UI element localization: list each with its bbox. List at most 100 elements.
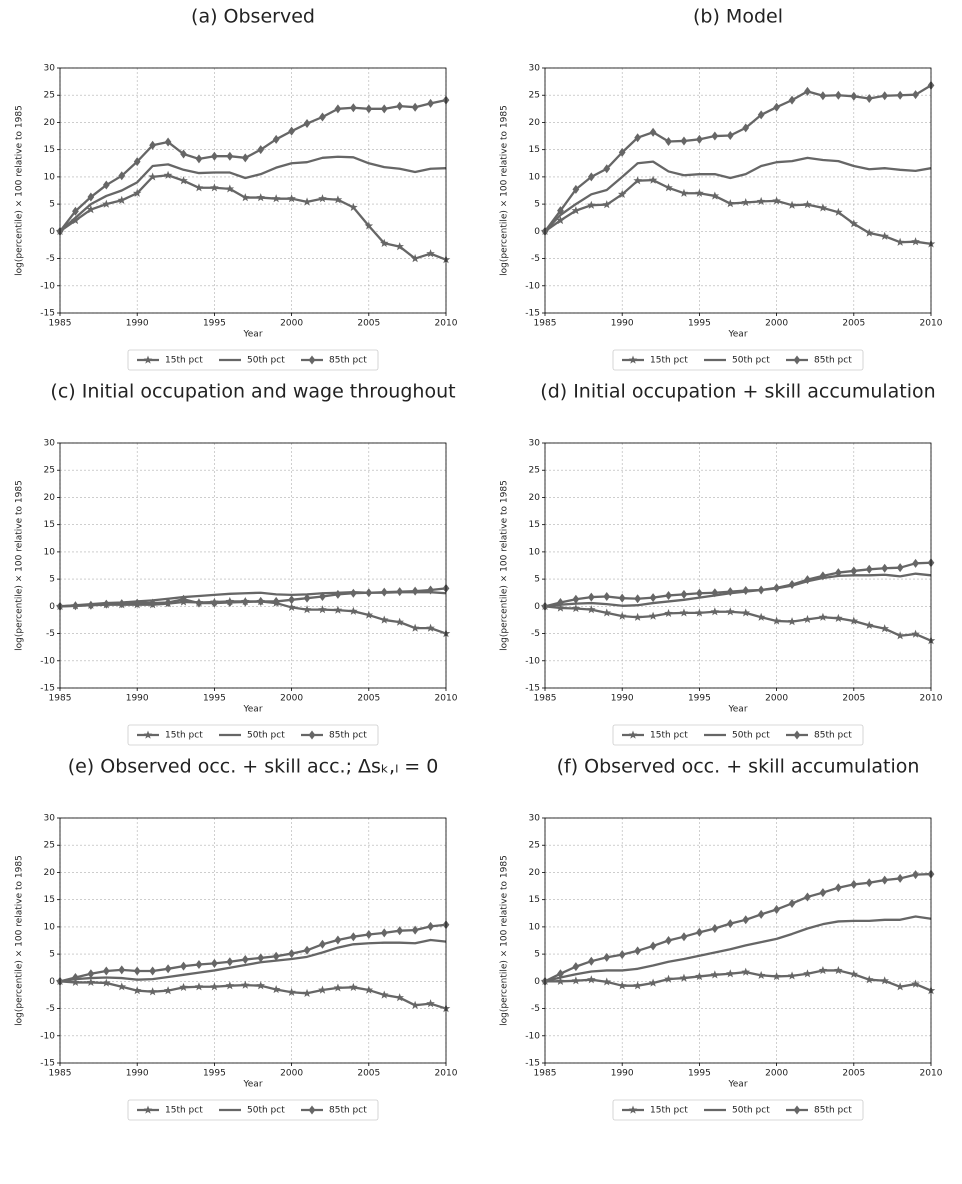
star-marker [379, 990, 389, 999]
star-marker [241, 980, 250, 989]
series-line [544, 572, 932, 608]
diamond-marker [557, 969, 564, 979]
diamond-marker [319, 112, 326, 122]
y-tick-label: 25 [44, 841, 55, 851]
y-tick-label: -10 [40, 1031, 55, 1041]
star-marker [287, 194, 296, 203]
star-marker [834, 613, 843, 622]
y-tick-label: 25 [529, 91, 540, 101]
star-marker [741, 197, 750, 207]
diamond-marker [742, 915, 750, 925]
star-marker [143, 1105, 153, 1114]
star-marker [148, 172, 157, 181]
x-tick-label: 2000 [765, 1069, 788, 1079]
star-marker [302, 605, 312, 614]
y-tick-label: 0 [49, 227, 55, 237]
star-marker [911, 629, 920, 638]
x-axis-label: Year [242, 1080, 262, 1090]
y-tick-label: 25 [44, 466, 55, 476]
diamond-marker [912, 90, 919, 100]
y-tick-label: 15 [44, 895, 55, 905]
star-marker [772, 616, 781, 625]
x-tick-label: 1985 [49, 694, 72, 704]
diamond-marker [272, 596, 280, 606]
star-marker [895, 982, 905, 991]
diamond-marker [349, 588, 357, 598]
x-axis-label: Year [727, 1080, 747, 1090]
star-marker [225, 981, 235, 990]
y-tick-label: -15 [40, 1059, 55, 1069]
series-line [544, 561, 932, 608]
y-tick-label: 30 [44, 814, 56, 824]
diamond-marker [665, 936, 672, 945]
star-marker [271, 985, 281, 994]
x-axis-label: Year [727, 330, 747, 340]
star-marker [210, 183, 219, 192]
y-tick-label: 15 [529, 895, 540, 905]
diamond-marker [711, 924, 719, 934]
star-marker [426, 249, 435, 258]
star-marker [726, 199, 735, 208]
y-tick-label: -5 [46, 254, 55, 264]
diamond-marker [257, 145, 265, 155]
y-tick-label: 30 [44, 439, 56, 449]
star-marker [849, 616, 859, 625]
diamond-marker [272, 134, 280, 144]
panel-title: (a) Observed [191, 6, 315, 28]
diamond-marker [211, 958, 218, 968]
star-marker [880, 231, 889, 240]
star-marker [102, 199, 111, 208]
star-marker [132, 188, 142, 197]
y-tick-label: 10 [44, 547, 56, 557]
diamond-marker [804, 892, 811, 902]
plot-frame [59, 442, 447, 689]
diamond-marker [819, 571, 827, 581]
star-marker [617, 611, 627, 620]
star-marker [849, 969, 859, 978]
diamond-marker [380, 104, 388, 114]
diamond-marker [557, 598, 564, 608]
star-marker [587, 200, 596, 209]
y-tick-label: -5 [531, 629, 540, 639]
star-marker [410, 1000, 420, 1009]
diamond-marker [195, 154, 203, 164]
star-marker [179, 176, 188, 185]
y-tick-label: 15 [529, 520, 540, 530]
y-tick-label: 10 [44, 922, 56, 932]
diamond-marker [226, 598, 234, 608]
diamond-marker [618, 147, 626, 157]
star-marker [256, 193, 265, 202]
star-marker [287, 602, 296, 612]
legend-label: 50th pct [247, 731, 285, 741]
diamond-marker [788, 95, 796, 105]
star-marker [395, 617, 404, 626]
star-marker [648, 611, 658, 620]
diamond-marker [603, 952, 611, 962]
star-marker [163, 986, 173, 995]
diamond-marker [380, 928, 388, 938]
x-axis-label: Year [242, 330, 262, 340]
diamond-marker [396, 587, 404, 597]
x-tick-label: 1990 [126, 319, 149, 329]
panel-title: (d) Initial occupation + skill accumulat… [540, 381, 935, 403]
y-tick-label: 30 [44, 64, 56, 74]
diamond-marker [133, 966, 141, 976]
plot-frame [59, 67, 447, 314]
diamond-marker [587, 172, 595, 182]
y-tick-label: 5 [534, 200, 540, 210]
y-tick-label: -5 [46, 1004, 55, 1014]
y-tick-label: 10 [529, 172, 541, 182]
star-marker [695, 608, 704, 617]
diamond-marker [634, 946, 642, 956]
plot-frame [544, 442, 932, 689]
star-marker [395, 993, 404, 1002]
diamond-marker [365, 588, 373, 598]
y-tick-label: 20 [529, 493, 541, 503]
panel-title: (f) Observed occ. + skill accumulation [557, 756, 920, 778]
diamond-marker [850, 91, 858, 101]
diamond-marker [349, 932, 357, 942]
diamond-marker [819, 888, 827, 898]
diamond-marker [696, 927, 703, 937]
diamond-marker [865, 878, 873, 888]
